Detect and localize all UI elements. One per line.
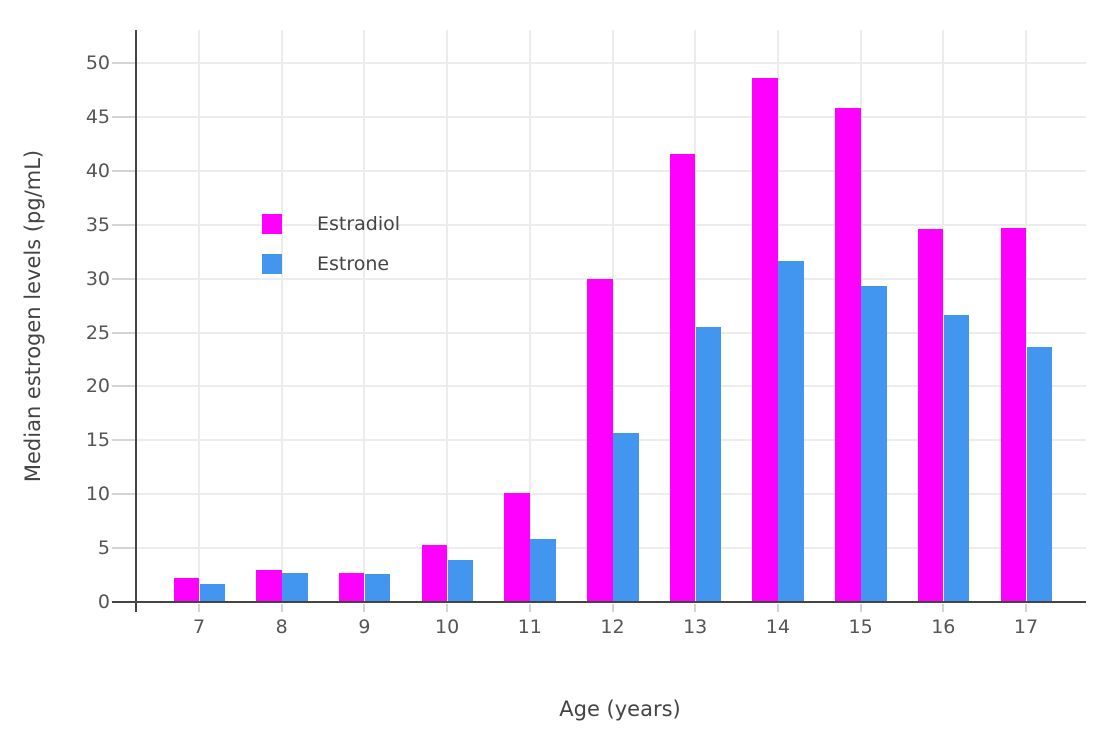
y-tick-15 <box>112 439 135 442</box>
y-tick-40 <box>112 169 135 172</box>
x-tick-label-12: 12 <box>600 616 625 638</box>
v-gridline-16 <box>942 30 945 602</box>
y-tick-label-25: 25 <box>85 321 110 344</box>
bar-estrone-10 <box>447 559 474 602</box>
v-gridline-9 <box>363 30 366 602</box>
bar-estradiol-9 <box>338 572 365 602</box>
x-tick-label-14: 14 <box>765 616 790 638</box>
y-tick-50 <box>112 62 135 64</box>
v-gridline-14 <box>776 30 779 602</box>
x-tick-10 <box>446 604 449 612</box>
y-tick-label-20: 20 <box>85 375 110 398</box>
bar-estrone-7 <box>199 583 225 602</box>
y-tick-5 <box>112 547 135 550</box>
x-tick-14 <box>776 604 779 612</box>
x-tick-label-10: 10 <box>435 616 460 638</box>
bar-estrone-12 <box>613 432 639 602</box>
bar-estrone-11 <box>530 539 556 602</box>
x-tick-label-17: 17 <box>1013 616 1039 638</box>
y-tick-10 <box>112 493 135 496</box>
x-tick-16 <box>942 604 945 612</box>
y-tick-45 <box>112 115 135 118</box>
y-tick-0 <box>112 601 135 603</box>
y-axis-line <box>135 30 137 612</box>
bar-estradiol-16 <box>917 229 944 602</box>
bar-estradiol-10 <box>421 544 448 602</box>
v-gridline-8 <box>280 30 283 602</box>
y-tick-label-30: 30 <box>85 267 110 290</box>
bar-estrone-9 <box>364 573 391 602</box>
v-gridline-10 <box>446 30 449 602</box>
y-axis-title: Median estrogen levels (pg/mL) <box>21 149 45 483</box>
v-gridline-12 <box>611 30 614 602</box>
bar-estrone-17 <box>1026 346 1052 602</box>
y-tick-label-50: 50 <box>85 52 110 74</box>
x-tick-9 <box>363 604 366 612</box>
y-tick-label-35: 35 <box>85 213 110 236</box>
bar-estrone-16 <box>943 315 970 602</box>
bar-estradiol-15 <box>835 108 861 602</box>
v-gridline-7 <box>198 30 200 602</box>
x-tick-label-16: 16 <box>931 616 956 638</box>
bar-estrone-15 <box>861 286 887 602</box>
x-tick-7 <box>198 604 200 612</box>
legend-label: Estrone <box>317 253 390 275</box>
v-gridline-15 <box>859 30 862 602</box>
v-gridline-17 <box>1025 30 1027 602</box>
bar-estradiol-7 <box>173 578 199 602</box>
x-tick-17 <box>1025 604 1027 612</box>
bar-estradiol-12 <box>587 278 613 602</box>
bar-estradiol-11 <box>504 493 530 602</box>
x-tick-label-8: 8 <box>275 616 288 638</box>
legend-swatch-estrone <box>262 254 282 274</box>
x-tick-label-13: 13 <box>683 616 708 638</box>
bar-estradiol-14 <box>752 78 778 602</box>
bar-estrone-14 <box>778 261 804 602</box>
legend-item-estrone[interactable]: Estrone <box>262 252 400 276</box>
y-tick-label-45: 45 <box>85 105 110 128</box>
x-tick-label-7: 7 <box>192 616 206 638</box>
x-tick-12 <box>611 604 614 612</box>
x-tick-label-11: 11 <box>517 616 542 638</box>
bar-estrone-8 <box>282 572 308 602</box>
y-tick-30 <box>112 277 135 280</box>
legend-swatch-estradiol <box>262 214 282 234</box>
x-tick-15 <box>859 604 862 612</box>
v-gridline-11 <box>528 30 531 602</box>
x-axis-title: Age (years) <box>559 697 681 721</box>
x-tick-13 <box>694 604 697 612</box>
v-gridline-13 <box>694 30 697 602</box>
legend-item-estradiol[interactable]: Estradiol <box>262 212 400 236</box>
y-tick-25 <box>112 331 135 334</box>
bar-estradiol-13 <box>669 153 696 602</box>
x-tick-11 <box>528 604 531 612</box>
y-tick-label-15: 15 <box>85 429 110 452</box>
y-tick-label-40: 40 <box>85 159 110 182</box>
y-tick-label-5: 5 <box>97 537 110 560</box>
y-tick-35 <box>112 223 135 226</box>
y-tick-label-10: 10 <box>85 483 110 506</box>
x-tick-8 <box>280 604 283 612</box>
x-axis-line <box>135 601 1086 603</box>
legend-label: Estradiol <box>317 213 401 235</box>
bar-estradiol-17 <box>1000 227 1026 602</box>
legend: Estradiol Estrone <box>262 212 400 276</box>
y-tick-label-0: 0 <box>97 591 110 613</box>
x-tick-label-9: 9 <box>358 616 371 638</box>
bar-estradiol-8 <box>256 569 282 602</box>
bar-estrone-13 <box>695 327 722 602</box>
x-tick-label-15: 15 <box>848 616 873 638</box>
y-tick-20 <box>112 385 135 388</box>
